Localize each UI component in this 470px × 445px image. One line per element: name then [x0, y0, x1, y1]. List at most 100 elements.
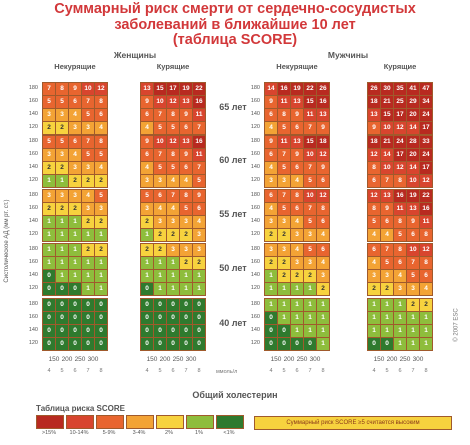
legend-swatch [36, 415, 64, 429]
risk-cell: 1 [394, 325, 406, 337]
risk-cell: 7 [407, 257, 419, 269]
risk-cell: 0 [82, 299, 94, 311]
risk-cell: 2 [56, 203, 68, 215]
risk-cell: 6 [69, 136, 81, 148]
risk-cell: 6 [368, 175, 380, 187]
risk-cell: 1 [317, 338, 329, 350]
risk-cell: 0 [193, 312, 205, 324]
risk-cell: 1 [317, 299, 329, 311]
risk-cell: 3 [82, 122, 94, 134]
bp-tick-label: 180 [28, 85, 38, 91]
risk-cell: 2 [278, 229, 290, 241]
risk-cell: 6 [317, 175, 329, 187]
risk-cell: 0 [56, 283, 68, 295]
risk-cell: 16 [420, 203, 432, 215]
bp-tick-label: 180 [250, 192, 260, 198]
risk-cell: 0 [167, 338, 179, 350]
x-tick-label: 250 [399, 356, 411, 363]
bp-tick-label: 120 [28, 177, 38, 183]
risk-cell: 3 [56, 149, 68, 161]
x-tick-mmol-label: 6 [73, 368, 77, 374]
risk-cell: 16 [278, 83, 290, 95]
risk-cell: 1 [167, 283, 179, 295]
risk-cell: 4 [95, 122, 107, 134]
risk-cell: 0 [141, 299, 153, 311]
risk-cell: 9 [317, 162, 329, 174]
risk-cell: 1 [56, 229, 68, 241]
risk-cell: 13 [381, 190, 393, 202]
risk-cell: 0 [265, 325, 277, 337]
legend-label: 1% [195, 430, 203, 436]
x-tick-mmol-label: 5 [60, 368, 64, 374]
risk-cell: 0 [265, 312, 277, 324]
risk-cell: 3 [82, 203, 94, 215]
risk-cell: 3 [193, 244, 205, 256]
bp-tick-label: 140 [250, 272, 260, 278]
risk-cell: 3 [180, 244, 192, 256]
risk-cell: 7 [278, 149, 290, 161]
risk-cell: 2 [381, 283, 393, 295]
risk-cell: 5 [56, 96, 68, 108]
x-tick-mmol-label: 4 [372, 368, 376, 374]
risk-cell: 6 [265, 190, 277, 202]
risk-cell: 6 [317, 244, 329, 256]
risk-cell: 5 [193, 175, 205, 187]
risk-cell: 15 [381, 109, 393, 121]
risk-cell: 8 [180, 190, 192, 202]
risk-cell: 6 [317, 216, 329, 228]
risk-cell: 10 [304, 149, 316, 161]
risk-cell: 0 [82, 325, 94, 337]
bp-tick-label: 160 [250, 205, 260, 211]
risk-cell: 5 [381, 257, 393, 269]
risk-cell: 20 [407, 109, 419, 121]
risk-cell: 2 [141, 216, 153, 228]
risk-cell: 6 [368, 244, 380, 256]
risk-cell: 13 [291, 96, 303, 108]
risk-cell: 1 [265, 299, 277, 311]
risk-cell: 7 [278, 190, 290, 202]
risk-cell: 2 [56, 162, 68, 174]
risk-cell: 34 [420, 96, 432, 108]
age-label: 50 лет [219, 263, 247, 273]
risk-cell: 3 [278, 216, 290, 228]
risk-cell: 12 [317, 149, 329, 161]
risk-cell: 9 [265, 136, 277, 148]
risk-cell: 22 [420, 190, 432, 202]
risk-cell: 21 [381, 96, 393, 108]
risk-cell: 0 [43, 270, 55, 282]
bp-tick-label: 160 [28, 205, 38, 211]
risk-cell: 2 [43, 203, 55, 215]
legend-swatch [126, 415, 154, 429]
bp-tick-label: 160 [250, 151, 260, 157]
risk-cell: 1 [95, 270, 107, 282]
risk-cell: 2 [193, 257, 205, 269]
risk-cell: 6 [407, 229, 419, 241]
risk-cell: 4 [82, 190, 94, 202]
risk-cell: 47 [420, 83, 432, 95]
risk-cell: 3 [56, 190, 68, 202]
risk-cell: 11 [420, 216, 432, 228]
x-tick-mmol-label: 7 [411, 368, 415, 374]
risk-cell: 33 [420, 136, 432, 148]
risk-cell: 3 [394, 283, 406, 295]
risk-cell: 41 [407, 83, 419, 95]
x-tick-mmol-label: 5 [158, 368, 162, 374]
risk-cell: 5 [278, 203, 290, 215]
risk-cell: 4 [317, 257, 329, 269]
risk-cell: 1 [180, 283, 192, 295]
risk-cell: 1 [368, 325, 380, 337]
legend-label: 5-9% [102, 430, 116, 436]
risk-cell: 4 [167, 203, 179, 215]
legend-note: Суммарный риск SCORE ≥5 считается высоки… [254, 416, 452, 430]
risk-cell: 19 [180, 83, 192, 95]
legend-swatch [96, 415, 124, 429]
risk-cell: 9 [141, 136, 153, 148]
risk-cell: 16 [394, 190, 406, 202]
risk-cell: 3 [278, 175, 290, 187]
risk-cell: 1 [394, 338, 406, 350]
risk-cell: 9 [180, 149, 192, 161]
risk-cell: 6 [265, 149, 277, 161]
risk-cell: 13 [291, 136, 303, 148]
